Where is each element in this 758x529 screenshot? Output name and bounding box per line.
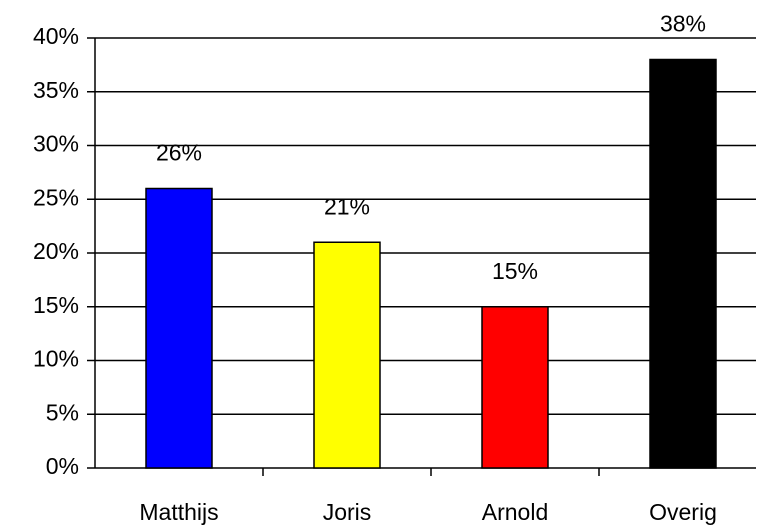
y-tick-label: 0% — [46, 453, 79, 479]
x-tick-label: Matthijs — [139, 499, 218, 525]
value-label: 26% — [156, 140, 202, 166]
y-tick-label: 25% — [33, 184, 79, 210]
bar — [649, 58, 717, 469]
bar — [145, 187, 213, 469]
x-tick-label: Arnold — [482, 499, 548, 525]
y-tick-label: 30% — [33, 131, 79, 157]
x-tick-label: Overig — [649, 499, 717, 525]
value-label: 15% — [492, 258, 538, 284]
y-tick-label: 35% — [33, 77, 79, 103]
y-tick-label: 10% — [33, 346, 79, 372]
value-label: 38% — [660, 11, 706, 37]
x-tick-label: Joris — [323, 499, 372, 525]
value-label: 21% — [324, 193, 370, 219]
bar — [481, 306, 549, 469]
y-tick-label: 40% — [33, 23, 79, 49]
bar — [313, 241, 381, 469]
y-tick-label: 20% — [33, 238, 79, 264]
y-tick-label: 15% — [33, 292, 79, 318]
y-tick-label: 5% — [46, 399, 79, 425]
